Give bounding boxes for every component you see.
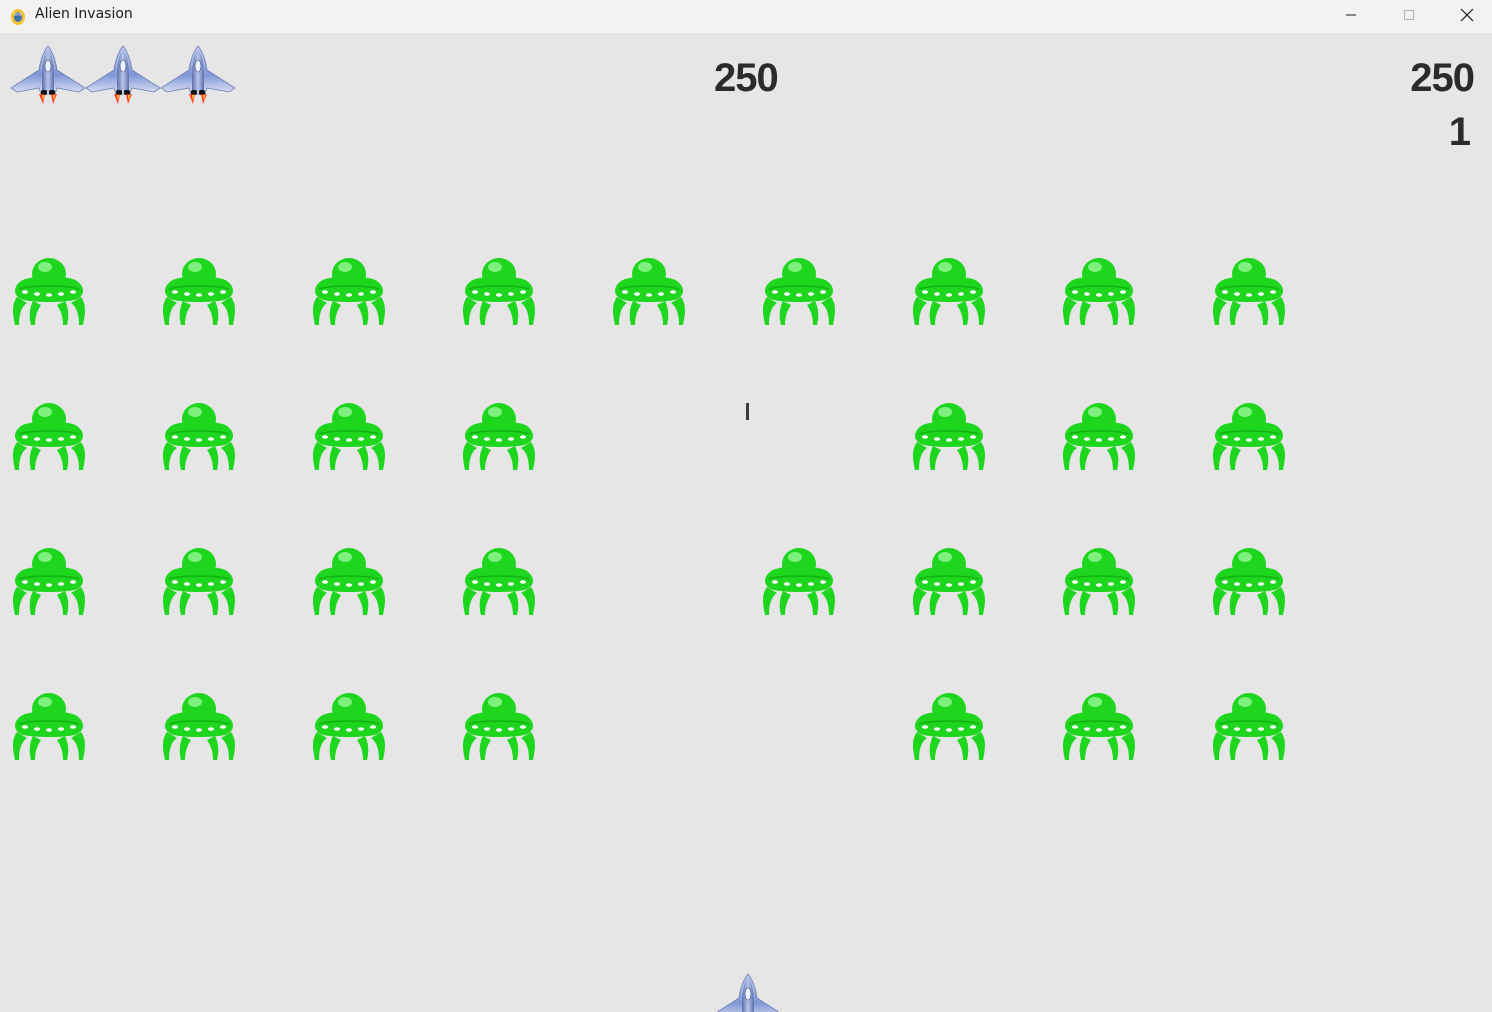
alien-sprite-icon: [1061, 688, 1137, 762]
life-ship-icon: [84, 44, 162, 106]
alien-sprite-icon: [911, 253, 987, 327]
close-icon: [1460, 8, 1474, 22]
current-score: 250: [714, 56, 779, 100]
alien-sprite-icon: [1211, 253, 1287, 327]
alien-sprite-icon: [461, 253, 537, 327]
close-button[interactable]: [1438, 0, 1492, 30]
alien-sprite-icon: [161, 543, 237, 617]
maximize-button[interactable]: [1380, 0, 1438, 30]
life-ship-icon: [9, 44, 87, 106]
alien-sprite-icon: [761, 543, 837, 617]
alien-sprite-icon: [911, 543, 987, 617]
alien-sprite-icon: [311, 543, 387, 617]
alien-sprite-icon: [11, 253, 87, 327]
alien-sprite-icon: [11, 398, 87, 472]
alien-sprite-icon: [461, 543, 537, 617]
alien-sprite-icon: [311, 253, 387, 327]
alien-sprite-icon: [311, 688, 387, 762]
alien-sprite-icon: [1061, 253, 1137, 327]
alien-sprite-icon: [1061, 398, 1137, 472]
alien-sprite-icon: [161, 398, 237, 472]
bullet: [746, 403, 749, 420]
life-ship-icon: [159, 44, 237, 106]
alien-sprite-icon: [461, 398, 537, 472]
alien-sprite-icon: [11, 543, 87, 617]
alien-sprite-icon: [911, 398, 987, 472]
minimize-button[interactable]: [1322, 0, 1380, 30]
level-indicator: 1: [1448, 110, 1471, 154]
player-ship-icon[interactable]: [709, 972, 787, 1012]
alien-sprite-icon: [1211, 688, 1287, 762]
title-bar[interactable]: Alien Invasion: [0, 0, 1492, 33]
playfield[interactable]: 250 250 1: [0, 33, 1492, 1012]
window-title: Alien Invasion: [35, 6, 133, 22]
alien-sprite-icon: [311, 398, 387, 472]
alien-sprite-icon: [11, 688, 87, 762]
maximize-icon: [1404, 10, 1414, 20]
alien-sprite-icon: [1211, 543, 1287, 617]
alien-sprite-icon: [761, 253, 837, 327]
alien-sprite-icon: [611, 253, 687, 327]
alien-sprite-icon: [911, 688, 987, 762]
alien-sprite-icon: [1061, 543, 1137, 617]
alien-sprite-icon: [461, 688, 537, 762]
high-score: 250: [1410, 56, 1475, 100]
pygame-snake-icon: [11, 9, 25, 25]
alien-sprite-icon: [161, 688, 237, 762]
alien-sprite-icon: [1211, 398, 1287, 472]
minimize-icon: [1346, 14, 1356, 16]
alien-sprite-icon: [161, 253, 237, 327]
